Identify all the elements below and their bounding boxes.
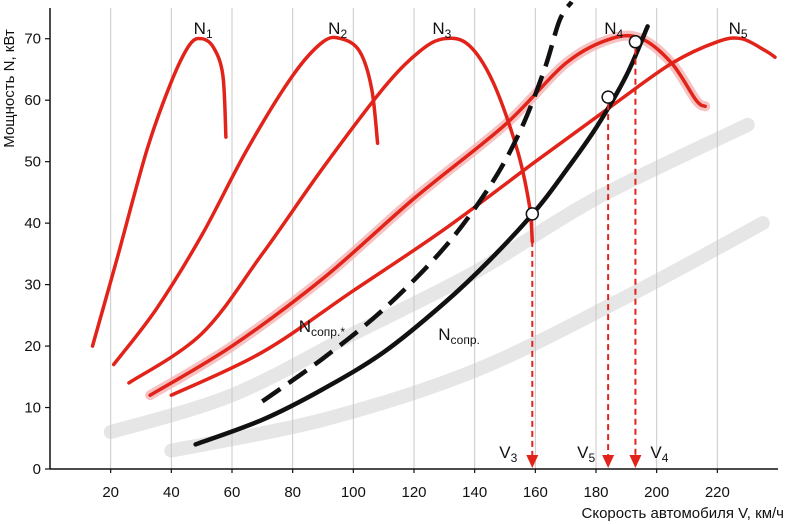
label-n2-main: N	[328, 19, 340, 38]
series-n1	[90, 36, 228, 348]
series-n3	[127, 36, 535, 385]
drop-arrow-v5	[602, 455, 615, 468]
label-nsopr-main: N	[438, 325, 450, 344]
label-nsopr_star-sub: сопр.*	[311, 325, 345, 339]
label-n3: N3	[432, 19, 451, 41]
label-n3-sub: 3	[445, 27, 452, 41]
v-label-4: V4	[650, 443, 668, 465]
intersection-point-v4	[628, 35, 643, 49]
label-nsopr_star: Nсопр.*	[299, 317, 346, 339]
drop-arrow-v4	[629, 455, 642, 468]
label-n4-sub: 4	[616, 27, 623, 41]
x-tick-label: 220	[705, 484, 730, 501]
v-label-3: V3	[499, 443, 517, 465]
y-tick-label: 0	[33, 461, 41, 478]
y-tick-label: 50	[24, 154, 41, 171]
y-tick-label: 30	[24, 277, 41, 294]
series-nsopr	[193, 24, 650, 447]
intersection-point-v3	[525, 207, 540, 221]
x-tick-label: 100	[341, 484, 366, 501]
series-nsopr-star	[260, 0, 574, 404]
label-n2-sub: 2	[340, 27, 347, 41]
series-n2	[111, 35, 380, 367]
label-n1-sub: 1	[206, 27, 213, 41]
x-tick-label: 20	[102, 484, 119, 501]
x-tick-label: 40	[163, 484, 180, 501]
y-tick-label: 10	[24, 400, 41, 417]
label-n5-sub: 5	[741, 27, 748, 41]
v-label-3-sub: 3	[511, 451, 518, 465]
v-label-5-sub: 5	[588, 451, 595, 465]
x-axis-title: Скорость автомобиля V, км/ч	[582, 505, 784, 522]
intersection-point-v5	[601, 90, 615, 104]
label-n1-main: N	[194, 19, 206, 38]
x-tick-label: 160	[523, 484, 548, 501]
label-n1: N1	[194, 19, 213, 41]
label-n5: N5	[729, 19, 748, 41]
label-n3-main: N	[432, 19, 444, 38]
label-n4: N4	[604, 19, 623, 41]
x-tick-label: 60	[224, 484, 241, 501]
v-label-5-main: V	[577, 443, 589, 462]
v-label-5: V5	[577, 443, 595, 465]
label-nsopr: Nсопр.	[438, 325, 480, 347]
x-tick-label: 200	[644, 484, 669, 501]
y-tick-label: 60	[24, 92, 41, 109]
x-tick-label: 140	[462, 484, 487, 501]
label-n5-main: N	[729, 19, 741, 38]
label-n2: N2	[328, 19, 347, 41]
drop-arrow-v3	[526, 455, 539, 468]
label-nsopr-sub: сопр.	[451, 333, 480, 347]
y-tick-label: 70	[24, 31, 41, 48]
v-label-4-main: V	[650, 443, 662, 462]
v-label-4-sub: 4	[662, 451, 669, 465]
x-tick-label: 80	[284, 484, 301, 501]
y-tick-label: 40	[24, 215, 41, 232]
ghost-swoosh	[103, 117, 755, 440]
series-n5	[169, 36, 777, 397]
v-label-3-main: V	[499, 443, 511, 462]
x-tick-label: 120	[401, 484, 426, 501]
y-tick-label: 20	[24, 338, 41, 355]
x-tick-label: 180	[583, 484, 608, 501]
y-axis-title: Мощность N, кВт	[1, 29, 18, 148]
label-nsopr_star-main: N	[299, 317, 311, 336]
label-n4-main: N	[604, 19, 616, 38]
